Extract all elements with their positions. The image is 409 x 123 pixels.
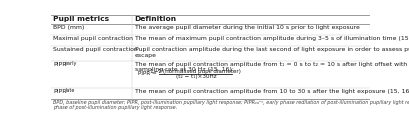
Text: Pupil metrics: Pupil metrics [53, 16, 109, 22]
Text: sampling rate at 30 Hz (15, 16):: sampling rate at 30 Hz (15, 16): [134, 67, 233, 72]
Text: PIPR: PIPR [53, 62, 67, 67]
Text: early: early [65, 61, 77, 66]
Text: PIPR =: PIPR = [138, 71, 157, 77]
Text: The mean of pupil contraction amplitude from 10 to 30 s after the light exposure: The mean of pupil contraction amplitude … [134, 89, 409, 93]
Text: Definition: Definition [134, 16, 176, 22]
Text: phase of post-illumination pupillary light response.: phase of post-illumination pupillary lig… [53, 105, 177, 110]
Text: 1−Σᴵ(normalised pupil diameter): 1−Σᴵ(normalised pupil diameter) [150, 68, 240, 74]
Text: Sustained pupil contraction: Sustained pupil contraction [53, 47, 138, 52]
Text: BPD, baseline pupil diameter; PIPR, post-illumination pupillary light response; : BPD, baseline pupil diameter; PIPR, post… [53, 100, 409, 105]
Text: late: late [65, 88, 74, 93]
Text: PIPR: PIPR [53, 89, 67, 93]
Text: (t₂ − t₁)×30Hz: (t₂ − t₁)×30Hz [175, 74, 216, 79]
Text: Pupil contraction amplitude during the last second of light exposure in order to: Pupil contraction amplitude during the l… [134, 47, 409, 52]
Text: escape: escape [134, 53, 156, 58]
Text: The average pupil diameter during the initial 10 s prior to light exposure: The average pupil diameter during the in… [134, 25, 359, 30]
Text: The mean of pupil contraction amplitude from t₁ = 0 s to t₂ = 10 s after light o: The mean of pupil contraction amplitude … [134, 62, 409, 67]
Text: The mean of maximum pupil contraction amplitude during 3–5 s of illumination tim: The mean of maximum pupil contraction am… [134, 36, 409, 41]
Text: Maximal pupil contraction: Maximal pupil contraction [53, 36, 133, 41]
Text: BPD (mm): BPD (mm) [53, 25, 85, 30]
